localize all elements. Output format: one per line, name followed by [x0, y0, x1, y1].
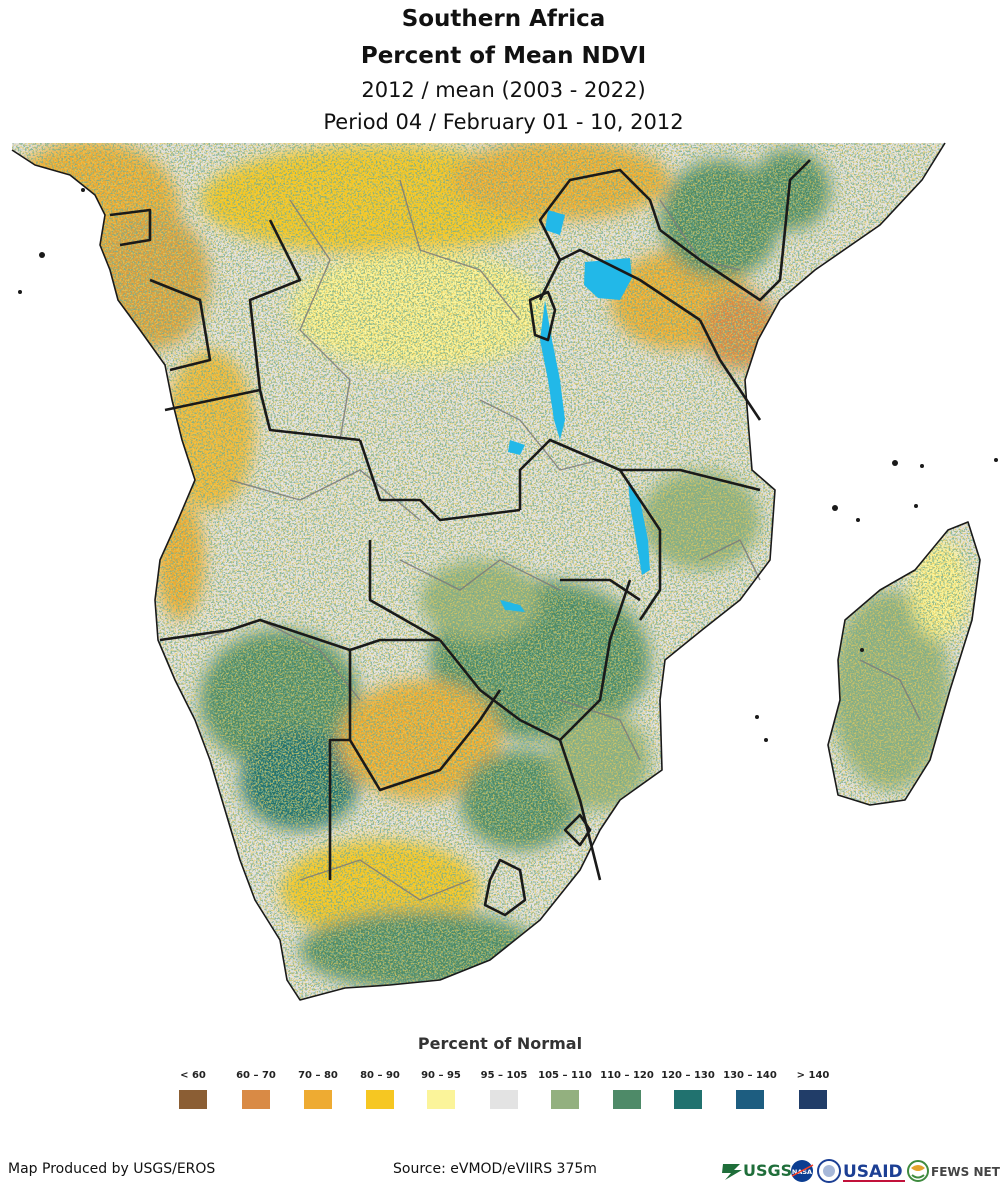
ndvi-map[interactable] — [0, 140, 1007, 1020]
legend-item-120-130: 120 – 130 — [658, 1068, 718, 1109]
lake-albert — [545, 210, 565, 235]
legend-swatch — [736, 1090, 764, 1109]
legend-item-105-110: 105 – 110 — [535, 1068, 595, 1109]
legend-swatch — [490, 1090, 518, 1109]
legend-swatch — [366, 1090, 394, 1109]
legend-item-95-105: 95 – 105 — [474, 1068, 534, 1109]
usgs-logo-text: USGS — [743, 1161, 792, 1180]
legend-label: 60 – 70 — [236, 1070, 276, 1081]
lake-mweru — [508, 440, 525, 455]
lake-victoria — [584, 258, 632, 300]
legend-item-130-140: 130 – 140 — [720, 1068, 780, 1109]
map-subtitle-comparison: 2012 / mean (2003 - 2022) — [361, 78, 646, 102]
legend-label: 110 – 120 — [600, 1070, 654, 1081]
legend-label: < 60 — [180, 1070, 206, 1081]
lakes — [500, 210, 650, 612]
legend-swatch — [179, 1090, 207, 1109]
fewsnet-globe-icon — [907, 1160, 929, 1182]
legend-label: 70 – 80 — [298, 1070, 338, 1081]
legend-item-lt60: < 60 — [163, 1068, 223, 1109]
legend-title: Percent of Normal — [417, 1034, 583, 1053]
legend-label: 120 – 130 — [661, 1070, 715, 1081]
legend-item-gt140: > 140 — [783, 1068, 843, 1109]
country-borders — [109, 159, 811, 917]
map-subtitle-period: Period 04 / February 01 - 10, 2012 — [323, 110, 684, 134]
lake-tanganyika — [540, 300, 565, 440]
lake-malawi — [628, 480, 650, 575]
legend-item-70-80: 70 – 80 — [288, 1068, 348, 1109]
legend-label: 90 – 95 — [421, 1070, 461, 1081]
legend-item-90-95: 90 – 95 — [411, 1068, 471, 1109]
usaid-seal-icon — [817, 1159, 841, 1183]
islands — [18, 188, 998, 742]
legend-label: 105 – 110 — [538, 1070, 592, 1081]
ndvi-raster — [12, 143, 980, 1000]
usaid-logo-text: USAID — [843, 1162, 903, 1182]
legend-label: 80 – 90 — [360, 1070, 400, 1081]
legend-swatch — [304, 1090, 332, 1109]
fewsnet-logo-text: FEWS NET — [931, 1165, 1001, 1179]
legend-swatch — [242, 1090, 270, 1109]
legend-swatch — [551, 1090, 579, 1109]
legend-swatch — [674, 1090, 702, 1109]
map-title-region: Southern Africa — [401, 6, 606, 32]
legend-label: 95 – 105 — [480, 1070, 528, 1081]
legend-swatch — [427, 1090, 455, 1109]
legend-swatch — [799, 1090, 827, 1109]
usgs-logo: USGS — [722, 1161, 792, 1180]
lake-kariba — [500, 600, 525, 612]
legend-label: 130 – 140 — [723, 1070, 777, 1081]
map-title-product: Percent of Mean NDVI — [360, 43, 647, 69]
legend-item-60-70: 60 – 70 — [226, 1068, 286, 1109]
legend-item-110-120: 110 – 120 — [597, 1068, 657, 1109]
legend-swatch — [613, 1090, 641, 1109]
partner-logos: USGS NASA USAID FEWS NET — [722, 1159, 1001, 1183]
legend-item-80-90: 80 – 90 — [350, 1068, 410, 1109]
coastline — [11, 142, 981, 1001]
data-source: Source: eVMOD/eVIIRS 375m — [393, 1161, 597, 1177]
legend-label: > 140 — [796, 1070, 830, 1081]
nasa-logo: NASA — [791, 1160, 814, 1182]
nasa-logo-text: NASA — [792, 1168, 812, 1176]
map-credit: Map Produced by USGS/EROS — [8, 1161, 216, 1177]
